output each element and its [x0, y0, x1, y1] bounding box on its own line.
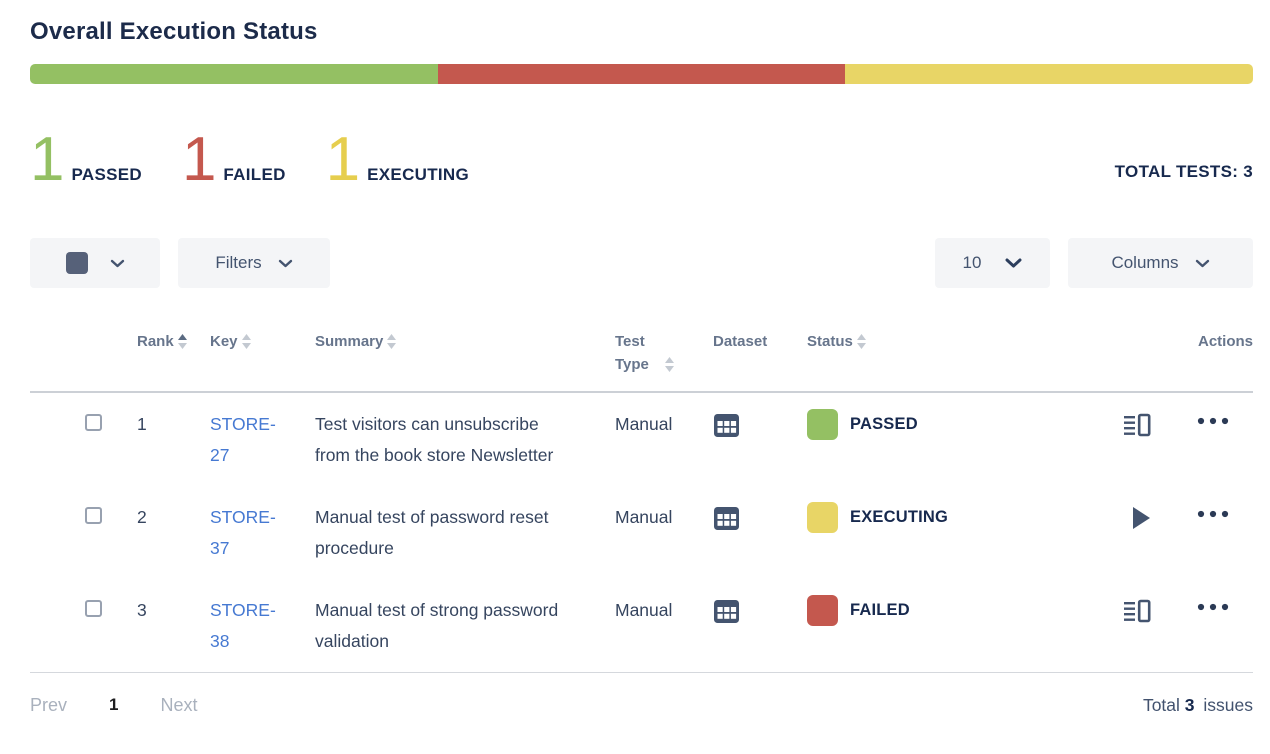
status-label: PASSED	[850, 414, 918, 433]
column-header-rank[interactable]: Rank	[137, 330, 210, 377]
sort-icon[interactable]	[241, 334, 251, 349]
summary-cell: Manual test of strong password validatio…	[315, 599, 559, 652]
sort-icon[interactable]	[387, 334, 397, 349]
table-row: 1 STORE-27 Test visitors can unsubscribe…	[30, 393, 1253, 486]
test-type-cell: Manual	[615, 413, 673, 434]
counter-failed: 1 FAILED	[181, 124, 286, 194]
table-row: 3 STORE-38 Manual test of strong passwor…	[30, 579, 1253, 672]
rank-cell: 3	[137, 599, 147, 620]
status-counters: 1 PASSED 1 FAILED 1 EXECUTING TOTAL TEST…	[30, 116, 1253, 194]
row-checkbox[interactable]	[85, 413, 102, 431]
failed-label: FAILED	[223, 165, 286, 184]
page-title: Overall Execution Status	[30, 18, 318, 45]
status-label: EXECUTING	[850, 507, 949, 526]
sort-icon[interactable]	[856, 334, 866, 349]
executing-label: EXECUTING	[367, 165, 470, 184]
column-header-status[interactable]: Status	[807, 330, 1090, 377]
counter-executing: 1 EXECUTING	[325, 124, 470, 194]
progress-segment-executing	[845, 64, 1253, 84]
status-label: FAILED	[850, 600, 910, 619]
test-type-cell: Manual	[615, 506, 673, 527]
rank-cell: 2	[137, 506, 147, 527]
execution-progress-bar	[30, 64, 1253, 84]
sort-asc-icon[interactable]	[177, 334, 187, 349]
status-color-square	[807, 501, 838, 533]
table-grid-icon[interactable]	[713, 413, 740, 438]
ellipsis-icon	[1197, 510, 1229, 517]
column-header-summary[interactable]: Summary	[315, 330, 615, 377]
next-page-button[interactable]: Next	[160, 694, 198, 715]
columns-label: Columns	[1111, 253, 1179, 272]
execution-details-icon	[1124, 599, 1151, 622]
more-actions-button[interactable]	[1197, 599, 1229, 614]
ellipsis-icon	[1197, 417, 1229, 424]
sort-icon[interactable]	[665, 356, 674, 372]
status-color-square	[807, 408, 838, 440]
chevron-down-icon	[1195, 259, 1209, 267]
execution-details-button[interactable]	[1124, 599, 1151, 626]
page-size-dropdown[interactable]: 10	[935, 238, 1050, 288]
total-issues-label: Total 3 issues	[1142, 694, 1253, 715]
counter-passed: 1 PASSED	[30, 124, 142, 194]
chevron-down-icon	[1005, 258, 1022, 268]
summary-cell: Test visitors can unsubscribe from the b…	[315, 413, 554, 466]
status-color-square	[807, 594, 838, 626]
play-icon	[1133, 506, 1150, 529]
filters-label: Filters	[215, 253, 262, 272]
column-header-actions: Actions	[1197, 333, 1253, 350]
issue-key-link[interactable]: STORE-38	[210, 599, 276, 652]
current-page-button[interactable]: 1	[109, 695, 119, 714]
progress-segment-passed	[30, 64, 438, 84]
chevron-down-icon	[110, 259, 124, 267]
more-actions-button[interactable]	[1197, 506, 1229, 521]
page-size-value: 10	[962, 253, 982, 272]
bulk-select-dropdown[interactable]	[30, 238, 160, 288]
table-toolbar: Filters 10 Columns	[30, 238, 1253, 288]
filters-dropdown[interactable]: Filters	[178, 238, 330, 288]
progress-segment-failed	[437, 64, 846, 84]
execution-details-button[interactable]	[1124, 413, 1151, 440]
row-checkbox[interactable]	[85, 506, 102, 524]
test-type-cell: Manual	[615, 599, 673, 620]
execution-status-panel: Overall Execution Status 1 PASSED 1 FAIL…	[30, 18, 1253, 716]
table-grid-icon[interactable]	[713, 506, 740, 531]
columns-dropdown[interactable]: Columns	[1068, 238, 1253, 288]
issue-key-link[interactable]: STORE-27	[210, 413, 276, 466]
passed-label: PASSED	[71, 165, 142, 184]
table-grid-icon[interactable]	[713, 599, 740, 624]
table-header-row: Rank Key Summary Test Type Dataset Statu…	[30, 330, 1253, 393]
column-header-dataset: Dataset	[713, 333, 768, 350]
filled-square-icon	[65, 252, 88, 274]
column-header-test-type[interactable]: Test Type	[615, 330, 713, 377]
status-cell: FAILED	[807, 594, 1090, 658]
summary-cell: Manual test of password reset procedure	[315, 506, 549, 559]
rank-cell: 1	[137, 413, 147, 434]
failed-count: 1	[181, 124, 217, 194]
column-header-key[interactable]: Key	[210, 330, 315, 377]
chevron-down-icon	[278, 259, 292, 267]
ellipsis-icon	[1197, 603, 1229, 610]
status-cell: EXECUTING	[807, 501, 1090, 565]
row-checkbox[interactable]	[85, 599, 102, 617]
total-tests-label: TOTAL TESTS: 3	[1114, 162, 1253, 181]
prev-page-button[interactable]: Prev	[30, 694, 68, 715]
executing-count: 1	[325, 124, 361, 194]
issue-key-link[interactable]: STORE-37	[210, 506, 276, 559]
status-cell: PASSED	[807, 408, 1090, 472]
execution-details-icon	[1124, 413, 1151, 436]
header-checkbox-spacer	[30, 330, 137, 377]
continue-execution-button[interactable]	[1131, 506, 1151, 533]
table-bottom-divider	[30, 671, 1253, 673]
passed-count: 1	[30, 124, 65, 194]
table-row: 2 STORE-37 Manual test of password reset…	[30, 486, 1253, 579]
more-actions-button[interactable]	[1197, 413, 1229, 428]
pagination-bar: Prev 1 Next Total 3 issues	[30, 695, 1253, 716]
